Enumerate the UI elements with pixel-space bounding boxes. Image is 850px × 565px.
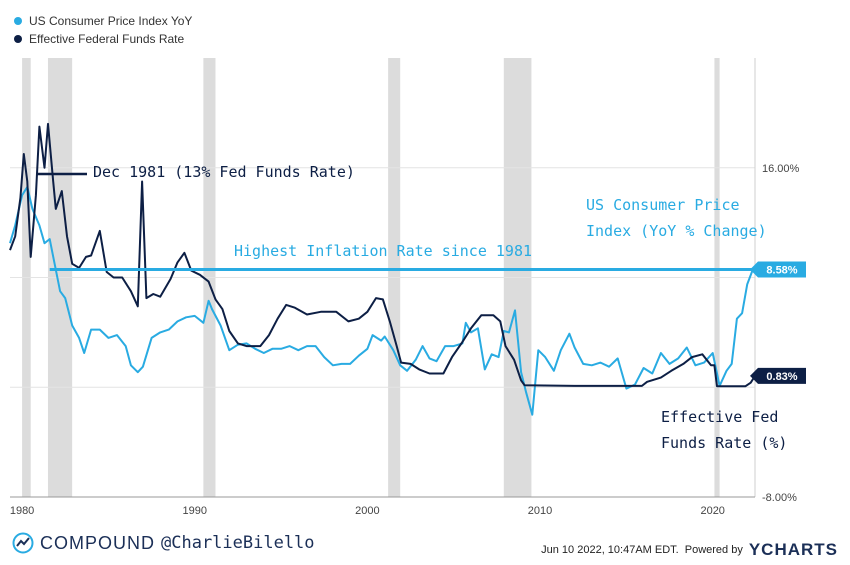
footer-branding: COMPOUND @CharlieBilello <box>12 532 315 554</box>
end-value-labels: 8.58% 0.83% <box>750 261 806 384</box>
y-axis-ticks: 16.00% -8.00% <box>762 163 800 504</box>
footer-source: Jun 10 2022, 10:47AM EDT. Powered by YCH… <box>541 540 838 560</box>
compound-brand: COMPOUND <box>40 532 155 553</box>
series-lines <box>9 122 756 416</box>
end-label-bg-cpi <box>750 261 806 278</box>
annotation-highest-inflation: Highest Inflation Rate since 1981 <box>234 242 533 260</box>
legend-item-cpi[interactable]: US Consumer Price Index YoY <box>14 12 192 30</box>
author-handle[interactable]: @CharlieBilello <box>161 533 315 553</box>
x-tick-2020: 2020 <box>700 505 724 517</box>
annotation-fed-line1: Effective Fed <box>661 408 779 426</box>
x-tick-1990: 1990 <box>182 505 206 517</box>
gridlines <box>10 167 755 498</box>
fed-funds-line <box>9 122 756 388</box>
legend: US Consumer Price Index YoY Effective Fe… <box>14 12 192 48</box>
timestamp: Jun 10 2022, 10:47AM EDT. <box>541 544 679 556</box>
x-tick-2000: 2000 <box>355 505 379 517</box>
end-label-fed: 0.83% <box>766 371 797 383</box>
x-axis-ticks: 1980 1990 2000 2010 2020 <box>10 505 725 517</box>
legend-dot-cpi <box>14 17 22 25</box>
y-tick-16.00%: 16.00% <box>762 163 800 175</box>
annotation-cpi-line2: Index (YoY % Change) <box>586 222 767 240</box>
legend-label-cpi: US Consumer Price Index YoY <box>29 14 193 28</box>
end-label-bg-fed <box>750 367 806 384</box>
annotation-dec1981: Dec 1981 (13% Fed Funds Rate) <box>93 163 355 181</box>
legend-item-fed[interactable]: Effective Federal Funds Rate <box>14 30 192 48</box>
annotation-fed-line2: Funds Rate (%) <box>661 434 788 452</box>
end-label-cpi: 8.58% <box>766 265 797 277</box>
x-tick-1980: 1980 <box>10 505 34 517</box>
ycharts-logo[interactable]: YCHARTS <box>748 540 838 559</box>
legend-label-fed: Effective Federal Funds Rate <box>29 32 185 46</box>
annotation-cpi-line1: US Consumer Price <box>586 196 740 214</box>
legend-dot-fed <box>14 35 22 43</box>
powered-by: Powered by <box>684 544 743 556</box>
y-tick--8.00%: -8.00% <box>762 492 797 504</box>
compound-logo-icon <box>12 532 34 554</box>
x-tick-2010: 2010 <box>528 505 552 517</box>
